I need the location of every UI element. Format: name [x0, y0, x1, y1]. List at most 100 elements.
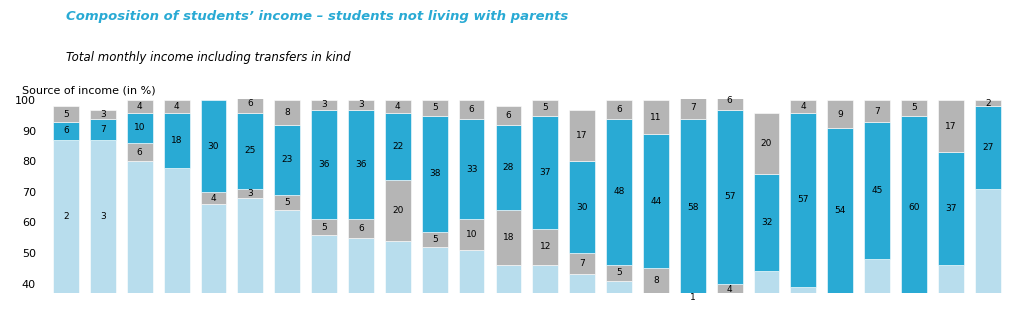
Text: 5: 5 [284, 198, 291, 207]
Text: 3: 3 [100, 110, 105, 119]
Text: 8: 8 [653, 276, 659, 285]
Bar [458, 119, 485, 219]
Bar [938, 265, 964, 293]
Bar [754, 271, 780, 293]
Text: 4: 4 [211, 194, 216, 203]
Bar [311, 219, 337, 235]
Text: 17: 17 [945, 122, 957, 131]
Text: 37: 37 [539, 168, 551, 176]
Bar [680, 119, 706, 296]
Bar [643, 134, 669, 268]
Bar [532, 116, 559, 229]
Text: 25: 25 [244, 146, 256, 155]
Bar [348, 109, 373, 219]
Bar [901, 100, 927, 116]
Bar [237, 189, 263, 198]
Bar [791, 100, 816, 113]
Text: 32: 32 [761, 218, 772, 227]
Bar [975, 189, 1000, 293]
Text: 3: 3 [358, 100, 364, 109]
Bar [495, 265, 522, 293]
Text: 7: 7 [690, 103, 696, 113]
Bar [458, 219, 485, 250]
Text: 3: 3 [321, 100, 327, 109]
Bar [717, 284, 743, 296]
Bar [680, 293, 706, 299]
Text: 57: 57 [798, 195, 809, 204]
Bar [717, 91, 743, 109]
Text: Total monthly income including transfers in kind: Total monthly income including transfers… [66, 51, 351, 64]
Text: 4: 4 [395, 102, 401, 111]
Bar [201, 204, 226, 293]
Bar [385, 113, 410, 180]
Text: Source of income (in %): Source of income (in %) [21, 86, 155, 96]
Text: 54: 54 [835, 206, 846, 215]
Bar [495, 107, 522, 125]
Bar [532, 265, 559, 293]
Bar [569, 274, 595, 293]
Bar [938, 152, 964, 265]
Bar [274, 125, 300, 195]
Bar [864, 122, 890, 259]
Bar [569, 109, 595, 162]
Text: 18: 18 [171, 135, 182, 145]
Text: 20: 20 [392, 206, 403, 215]
Text: 6: 6 [505, 111, 512, 120]
Bar [607, 280, 632, 293]
Bar [237, 94, 263, 113]
Bar [901, 293, 927, 299]
Text: 9: 9 [838, 110, 843, 119]
Text: 60: 60 [908, 203, 920, 212]
Bar [385, 100, 410, 113]
Text: 28: 28 [502, 163, 515, 172]
Bar [975, 100, 1000, 107]
Bar [201, 192, 226, 204]
Bar [458, 250, 485, 293]
Text: 5: 5 [616, 268, 622, 277]
Bar [127, 143, 152, 162]
Bar [164, 113, 189, 168]
Bar [127, 100, 152, 113]
Bar [237, 113, 263, 189]
Bar [643, 100, 669, 134]
Text: 4: 4 [137, 102, 142, 111]
Bar [164, 100, 189, 113]
Text: Composition of students’ income – students not living with parents: Composition of students’ income – studen… [66, 10, 569, 23]
Bar [680, 97, 706, 119]
Text: 3: 3 [100, 212, 105, 221]
Bar [201, 100, 226, 192]
Text: 36: 36 [355, 160, 366, 169]
Text: 6: 6 [358, 224, 364, 233]
Bar [975, 107, 1000, 189]
Text: 3: 3 [248, 189, 254, 198]
Bar [680, 296, 706, 299]
Bar [311, 100, 337, 109]
Text: 30: 30 [208, 142, 219, 151]
Bar [791, 287, 816, 293]
Bar [127, 162, 152, 293]
Bar [495, 210, 522, 265]
Text: 5: 5 [542, 103, 548, 113]
Text: 20: 20 [761, 139, 772, 148]
Text: 48: 48 [614, 187, 625, 197]
Bar [754, 113, 780, 174]
Bar [828, 100, 853, 128]
Bar [348, 238, 373, 293]
Bar [864, 259, 890, 293]
Text: 37: 37 [945, 204, 957, 213]
Text: 30: 30 [576, 203, 588, 212]
Text: 18: 18 [502, 233, 515, 242]
Text: 4: 4 [801, 102, 806, 111]
Bar [532, 229, 559, 265]
Bar [274, 210, 300, 293]
Bar [864, 100, 890, 122]
Text: 6: 6 [616, 105, 622, 114]
Bar [385, 241, 410, 293]
Text: 6: 6 [248, 99, 254, 108]
Bar [754, 174, 780, 271]
Bar [901, 116, 927, 299]
Bar [495, 125, 522, 210]
Text: 44: 44 [651, 197, 662, 206]
Text: 10: 10 [465, 230, 478, 239]
Text: 36: 36 [318, 160, 329, 169]
